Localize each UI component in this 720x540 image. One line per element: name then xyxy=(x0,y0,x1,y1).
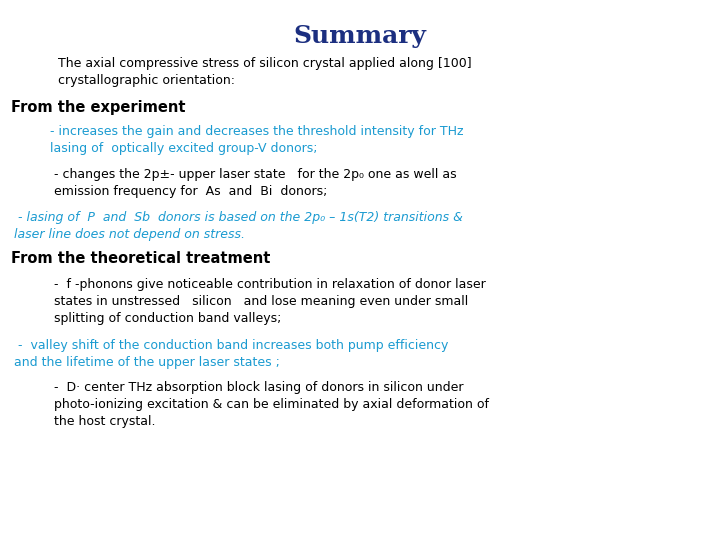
Text: From the theoretical treatment: From the theoretical treatment xyxy=(11,251,270,266)
Text: From the experiment: From the experiment xyxy=(11,100,185,115)
Text: The axial compressive stress of silicon crystal applied along [100]
crystallogra: The axial compressive stress of silicon … xyxy=(58,57,471,87)
Text: -  f -phonons give noticeable contribution in relaxation of donor laser
states i: - f -phonons give noticeable contributio… xyxy=(54,278,486,325)
Text: -  D· center THz absorption block lasing of donors in silicon under
photo-ionizi: - D· center THz absorption block lasing … xyxy=(54,381,489,428)
Text: -  valley shift of the conduction band increases both pump efficiency
and the li: - valley shift of the conduction band in… xyxy=(14,339,449,369)
Text: - changes the 2p±- upper laser state   for the 2p₀ one as well as
emission frequ: - changes the 2p±- upper laser state for… xyxy=(54,168,456,199)
Text: - increases the gain and decreases the threshold intensity for THz
lasing of  op: - increases the gain and decreases the t… xyxy=(50,125,464,156)
Text: - lasing of  P  and  Sb  donors is based on the 2p₀ – 1s(T2) transitions &
laser: - lasing of P and Sb donors is based on … xyxy=(14,211,463,241)
Text: Summary: Summary xyxy=(294,24,426,48)
